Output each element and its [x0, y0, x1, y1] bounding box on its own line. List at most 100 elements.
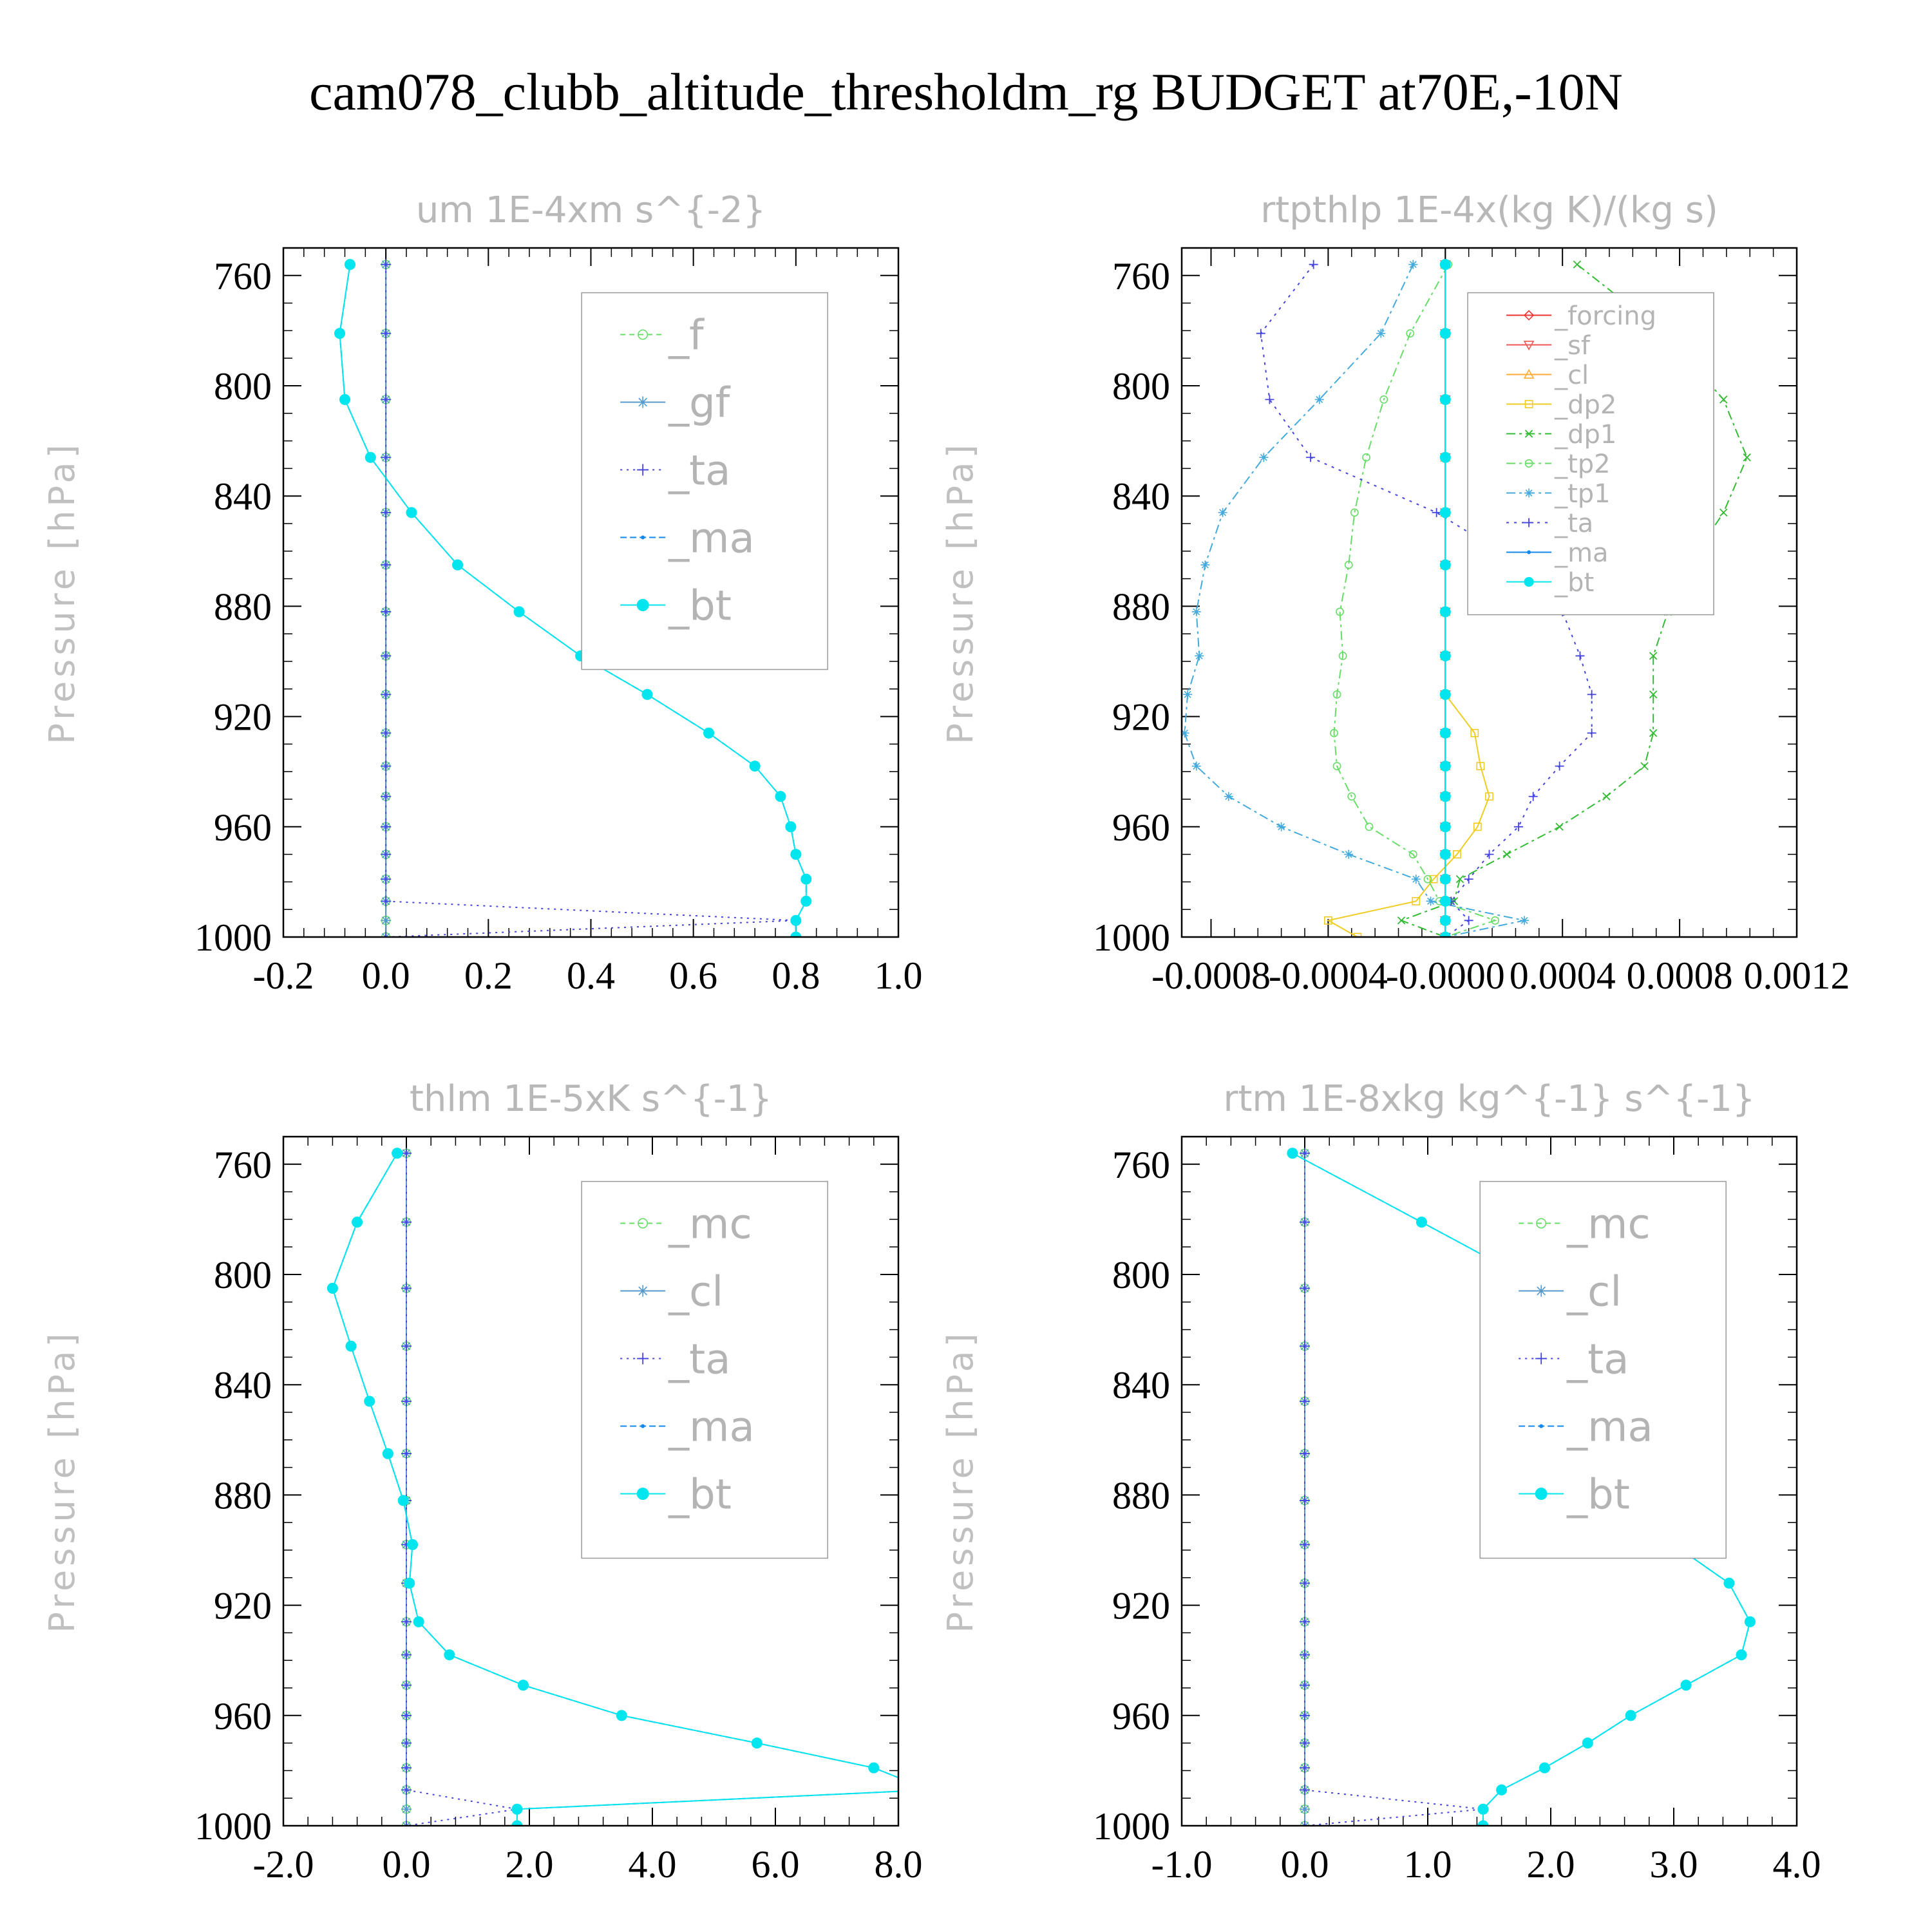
legend-marker: [641, 1425, 645, 1428]
data-point: [1440, 849, 1451, 860]
data-point: [1587, 690, 1596, 699]
data-point: [1503, 851, 1510, 858]
legend-label: _dp2: [1554, 390, 1616, 420]
data-point: [365, 452, 376, 463]
legend-marker: [637, 1488, 649, 1500]
data-point: [398, 1495, 409, 1506]
y-axis-label: Pressure [hPa]: [940, 440, 981, 744]
y-tick-label: 800: [214, 1254, 272, 1296]
x-tick-label: 0.2: [464, 954, 513, 997]
y-axis-label: Pressure [hPa]: [42, 1329, 82, 1633]
x-tick-label: -1.0: [1151, 1843, 1213, 1886]
x-tick-label: 0.0008: [1627, 954, 1733, 997]
data-point: [1587, 728, 1596, 737]
series-line: [1305, 1153, 1483, 1826]
y-tick-label: 840: [214, 475, 272, 518]
data-point: [339, 394, 350, 405]
series-bt: [1440, 259, 1451, 942]
series-ta: [401, 1148, 522, 1831]
legend: _forcing_sf_cl_dp2_dp1_tp2_tp1_ta_ma_bt: [1468, 293, 1714, 615]
data-point: [1440, 791, 1451, 802]
legend-label: _mc: [668, 1201, 752, 1249]
legend-label: _bt: [668, 583, 732, 630]
data-point: [1440, 821, 1451, 832]
y-tick-label: 920: [214, 1585, 272, 1627]
data-point: [641, 689, 652, 700]
data-point: [1440, 874, 1451, 885]
data-point: [790, 915, 801, 926]
data-point: [1256, 329, 1265, 338]
data-point: [1440, 452, 1451, 463]
data-point: [1440, 560, 1451, 571]
data-point: [1192, 762, 1201, 771]
data-point: [1277, 822, 1286, 831]
legend-label: _bt: [1554, 568, 1594, 598]
y-tick-label: 880: [214, 1474, 272, 1517]
y-tick-label: 840: [214, 1364, 272, 1406]
legend-label: _mc: [1566, 1201, 1651, 1249]
data-point: [404, 1578, 415, 1589]
y-tick-label: 800: [1112, 1254, 1170, 1296]
data-point: [1440, 915, 1451, 926]
legend-label: _ma: [668, 515, 755, 563]
panels: um 1E-4xm s^{-2}Pressure [hPa]7608008408…: [42, 189, 1850, 1886]
legend-marker: [637, 599, 649, 611]
data-point: [1723, 1578, 1734, 1589]
data-point: [1408, 260, 1417, 269]
legend-label: _bt: [668, 1472, 732, 1519]
data-point: [514, 606, 525, 617]
data-point: [1426, 896, 1435, 905]
chart-panel-3: thlm 1E-5xK s^{-1} Pressure [hPa] 760 800 84…: [42, 1078, 934, 1886]
x-tick-label: 0.4: [567, 954, 615, 997]
data-point: [1440, 761, 1451, 772]
y-tick-label: 840: [1112, 1364, 1170, 1406]
data-point: [1440, 606, 1451, 617]
data-point: [1440, 896, 1451, 907]
data-point: [381, 915, 391, 925]
data-point: [1412, 875, 1421, 884]
data-point: [1300, 1804, 1310, 1814]
chart-panel-2: rtpthlp 1E-4x(kg K)/(kg s) Pressure [hPa]…: [940, 189, 1850, 997]
x-tick-label: 3.0: [1650, 1843, 1698, 1886]
data-point: [1344, 850, 1353, 859]
x-tick-label: 8.0: [875, 1843, 923, 1886]
data-point: [1432, 508, 1441, 517]
data-point: [1440, 507, 1451, 518]
legend-label: _cl: [1566, 1269, 1622, 1316]
data-point: [1440, 689, 1451, 700]
y-tick-label: 920: [1112, 696, 1170, 739]
data-point: [401, 1804, 412, 1814]
y-tick-label: 840: [1112, 475, 1170, 518]
y-tick-label: 1000: [1093, 1805, 1170, 1848]
panel-title: rtpthlp 1E-4x(kg K)/(kg s): [1260, 189, 1718, 231]
data-point: [1529, 792, 1538, 801]
x-tick-label: -0.0004: [1269, 954, 1388, 997]
data-point: [1183, 690, 1192, 699]
chart-panel-1: um 1E-4xm s^{-2} Pressure [hPa] 760 800 840 8…: [42, 189, 923, 997]
data-point: [1218, 508, 1227, 517]
data-point: [1440, 394, 1451, 405]
y-tick-label: 760: [1112, 255, 1170, 298]
data-point: [1641, 762, 1648, 770]
legend-label: _ma: [668, 1404, 755, 1452]
y-tick-label: 800: [1112, 365, 1170, 408]
data-point: [616, 1710, 627, 1721]
data-point: [1287, 1148, 1298, 1159]
data-point: [703, 728, 714, 739]
y-tick-label: 1000: [194, 1805, 272, 1848]
y-tick-label: 880: [214, 585, 272, 628]
data-point: [1309, 260, 1318, 269]
data-point: [1376, 329, 1385, 338]
data-point: [346, 1341, 357, 1352]
legend-marker: [1535, 1488, 1548, 1500]
data-point: [345, 259, 355, 270]
data-point: [352, 1217, 363, 1227]
data-point: [1195, 651, 1204, 660]
y-tick-label: 960: [1112, 806, 1170, 849]
y-tick-label: 880: [1112, 585, 1170, 628]
legend: _mc_cl_ta_ma_bt: [582, 1182, 828, 1558]
data-point: [927, 1788, 931, 1792]
data-point: [1265, 395, 1274, 404]
legend-label: _dp1: [1554, 420, 1616, 450]
